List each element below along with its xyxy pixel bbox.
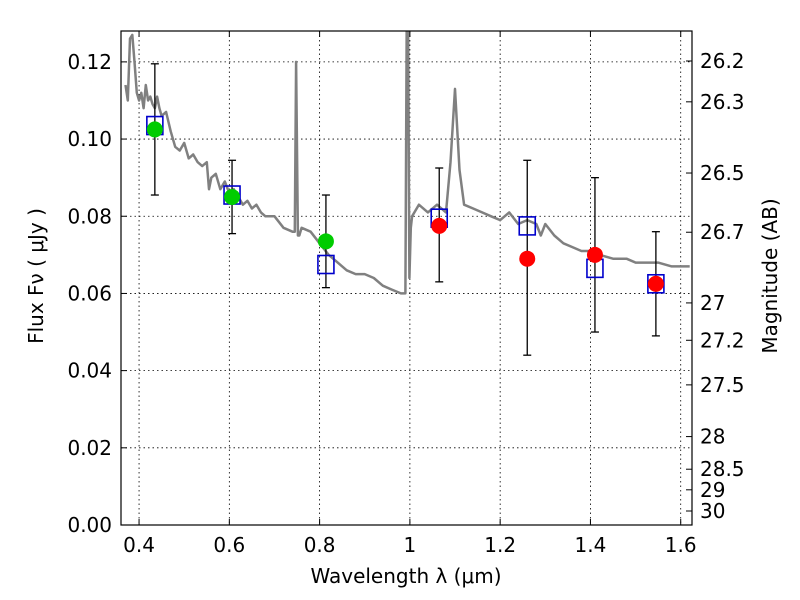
right-tick-label: 30 [700, 499, 725, 523]
x-tick-label: 1.4 [575, 533, 607, 557]
right-tick-label: 26.3 [700, 90, 745, 114]
right-tick-label: 26.2 [700, 49, 745, 73]
observed-flux-markers [146, 121, 664, 292]
x-axis-label: Wavelength λ (μm) [310, 564, 501, 588]
right-tick-label: 27 [700, 291, 725, 315]
y-tick-label: 0.04 [67, 359, 112, 383]
observed-flux-point [431, 217, 448, 234]
y-tick-label: 0.10 [67, 127, 112, 151]
y-tick-label: 0.00 [67, 513, 112, 537]
sed-layer [124, 31, 690, 295]
right-tick-label: 26.5 [700, 161, 745, 185]
right-tick-label: 29 [700, 478, 725, 502]
observed-flux-point [146, 121, 163, 138]
x-tick-label: 1 [404, 533, 417, 557]
x-tick-label: 1.6 [665, 533, 697, 557]
sed-curve [124, 31, 690, 295]
right-tick-label: 27.2 [700, 328, 745, 352]
y-tick-label: 0.06 [67, 281, 112, 305]
x-tick-label: 0.4 [123, 533, 155, 557]
right-tick-label: 28 [700, 425, 725, 449]
plot-frame [120, 30, 693, 526]
right-tick-label: 27.5 [700, 373, 745, 397]
x-tick-label: 0.6 [213, 533, 245, 557]
observed-flux-point [224, 188, 241, 205]
right-tick-label: 26.7 [700, 220, 745, 244]
observed-flux-point [586, 246, 603, 263]
y-tick-label: 0.02 [67, 436, 112, 460]
right-axis-label: Magnitude (AB) [758, 198, 782, 353]
y-tick-label: 0.12 [67, 50, 112, 74]
right-tick-label: 28.5 [700, 457, 745, 481]
model-flux-square [518, 216, 537, 236]
model-flux-square [317, 254, 335, 275]
x-tick-label: 1.2 [484, 533, 516, 557]
x-tick-label: 0.8 [304, 533, 336, 557]
observed-flux-point [317, 233, 334, 250]
y-tick-label: 0.08 [67, 204, 112, 228]
observed-flux-point [647, 275, 664, 292]
observed-flux-point [519, 250, 536, 267]
y-axis-label: Flux Fν ( μJy ) [24, 208, 48, 344]
axis-ticks: 0.4 0.6 0.8 1 1.2 1.4 1.6 0.00 0.02 0.04 0.06 0.08 0… [67, 31, 745, 557]
grid-lines [121, 31, 692, 525]
